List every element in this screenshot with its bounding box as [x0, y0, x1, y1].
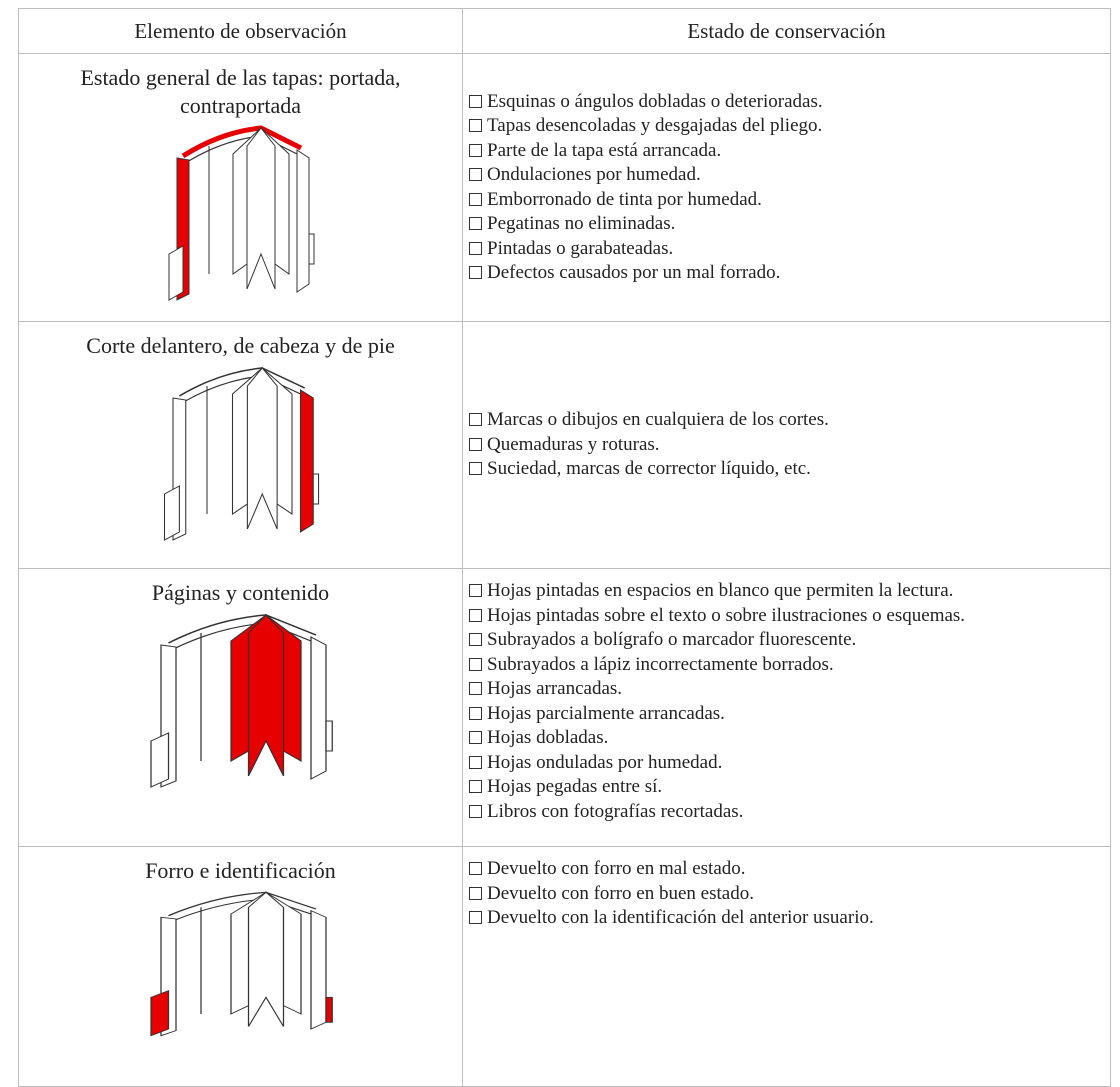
checklist-item: Emborronado de tinta por humedad. [469, 188, 1104, 213]
checklist-item: Parte de la tapa está arrancada. [469, 139, 1104, 164]
checkbox [469, 266, 482, 279]
checklist-item: Subrayados a lápiz incorrectamente borra… [469, 653, 1104, 678]
checklist-item: Pintadas o garabateadas. [469, 237, 1104, 262]
book-illustration [163, 366, 319, 541]
element-name: Corte delantero, de cabeza y de pie [86, 333, 395, 358]
book-illustration [168, 125, 314, 301]
item-text: Devuelto con forro en mal estado. [487, 858, 746, 879]
checklist-item: Hojas pintadas en espacios en blanco que… [469, 579, 1104, 604]
item-text: Marcas o dibujos en cualquiera de los co… [487, 409, 829, 431]
book-illustration [149, 613, 333, 788]
checkbox [469, 217, 482, 230]
checklist-item: Quemaduras y roturas. [469, 433, 1104, 458]
checkbox [469, 119, 482, 132]
item-text: Suciedad, marcas de corrector líquido, e… [487, 458, 811, 480]
checklist-item: Tapas desencoladas y desgajadas del plie… [469, 114, 1104, 139]
item-text: Libros con fotografías recortadas. [487, 800, 744, 822]
item-text: Parte de la tapa está arrancada. [487, 139, 722, 161]
item-text: Emborronado de tinta por humedad. [487, 188, 762, 210]
element-cell: Estado general de las tapas: portada, co… [18, 53, 463, 322]
item-text: Subrayados a bolígrafo o marcador fluore… [487, 629, 857, 650]
items-cell: Esquinas o ángulos dobladas o deteriorad… [462, 53, 1111, 322]
checklist-item: Suciedad, marcas de corrector líquido, e… [469, 457, 1104, 482]
element-cell: Forro e identificación [18, 846, 463, 1087]
item-text: Esquinas o ángulos dobladas o deteriorad… [487, 90, 823, 112]
item-text: Pintadas o garabateadas. [487, 237, 674, 259]
element-cell: Corte delantero, de cabeza y de pie [18, 321, 463, 569]
checkbox [469, 608, 482, 622]
items-cell: Hojas pintadas en espacios en blanco que… [462, 568, 1111, 847]
checkbox [469, 657, 482, 671]
column-header: Estado de conservación [462, 8, 1111, 54]
item-text: Hojas onduladas por humedad. [487, 751, 723, 773]
checkbox [469, 731, 482, 744]
item-text: Devuelto con la identificación del anter… [487, 907, 874, 928]
checkbox [469, 633, 482, 646]
item-text: Hojas dobladas. [487, 727, 609, 748]
checkbox [469, 241, 482, 255]
book-illustration [149, 891, 333, 1037]
items-cell: Marcas o dibujos en cualquiera de los co… [462, 321, 1111, 569]
checkbox [469, 862, 482, 875]
item-text: Tapas desencoladas y desgajadas del plie… [487, 115, 823, 136]
checklist-item: Hojas parcialmente arrancadas. [469, 702, 1104, 727]
table-row: Forro e identificación Devuelto con forr… [18, 846, 1111, 1087]
item-text: Hojas pintadas en espacios en blanco que… [487, 580, 954, 601]
table-row: Corte delantero, de cabeza y de pie Marc… [18, 321, 1111, 569]
element-name: Páginas y contenido [151, 580, 330, 605]
checkbox [469, 755, 482, 769]
checkbox [469, 584, 482, 597]
checkbox [469, 682, 482, 695]
condition-table: Elemento de observación Estado de conser… [18, 8, 1111, 1087]
item-text: Quemaduras y roturas. [487, 433, 660, 455]
checklist-item: Pegatinas no eliminadas. [469, 212, 1104, 237]
column-header: Elemento de observación [18, 8, 463, 54]
item-text: Subrayados a lápiz incorrectamente borra… [487, 653, 834, 675]
checklist-item: Defectos causados por un mal forrado. [469, 261, 1104, 286]
checkbox [469, 911, 482, 924]
checklist-item: Esquinas o ángulos dobladas o deteriorad… [469, 90, 1104, 115]
checklist-item: Hojas arrancadas. [469, 677, 1104, 702]
header-row: Elemento de observación Estado de conser… [18, 8, 1111, 54]
checklist-item: Devuelto con la identificación del anter… [469, 906, 1104, 931]
checklist-item: Hojas pintadas sobre el texto o sobre il… [469, 604, 1104, 629]
checklist-item: Libros con fotografías recortadas. [469, 800, 1104, 825]
checkbox [469, 462, 482, 476]
checklist-item: Hojas dobladas. [469, 726, 1104, 751]
checklist-item: Marcas o dibujos en cualquiera de los co… [469, 408, 1104, 433]
checkbox [469, 706, 482, 720]
checkbox [469, 94, 482, 108]
element-name: Forro e identificación [145, 858, 336, 883]
item-text: Hojas pegadas entre sí. [487, 776, 663, 797]
item-text: Hojas parcialmente arrancadas. [487, 702, 725, 724]
checklist-item: Hojas pegadas entre sí. [469, 775, 1104, 800]
checklist-item: Devuelto con forro en buen estado. [469, 882, 1104, 907]
checkbox [469, 804, 482, 818]
checkbox [469, 192, 482, 206]
item-text: Defectos causados por un mal forrado. [487, 262, 781, 283]
checkbox [469, 886, 482, 900]
table-body: Estado general de las tapas: portada, co… [18, 53, 1111, 1087]
item-text: Ondulaciones por humedad. [487, 164, 701, 185]
checklist-item: Ondulaciones por humedad. [469, 163, 1104, 188]
checkbox [469, 780, 482, 793]
checklist-item: Hojas onduladas por humedad. [469, 751, 1104, 776]
element-name: Estado general de las tapas: portada, co… [80, 65, 401, 118]
checkbox [469, 413, 482, 427]
checkbox [469, 143, 482, 157]
items-cell: Devuelto con forro en mal estado. Devuelt… [462, 846, 1111, 1087]
checkbox [469, 437, 482, 451]
table-row: Páginas y contenido Hojas pintadas en es… [18, 568, 1111, 847]
table-row: Estado general de las tapas: portada, co… [18, 53, 1111, 322]
item-text: Pegatinas no eliminadas. [487, 213, 676, 234]
item-text: Hojas arrancadas. [487, 678, 623, 699]
checklist-item: Devuelto con forro en mal estado. [469, 857, 1104, 882]
item-text: Devuelto con forro en buen estado. [487, 882, 754, 904]
item-text: Hojas pintadas sobre el texto o sobre il… [487, 604, 966, 626]
element-cell: Páginas y contenido [18, 568, 463, 847]
checklist-item: Subrayados a bolígrafo o marcador fluore… [469, 628, 1104, 653]
checkbox [469, 168, 482, 181]
